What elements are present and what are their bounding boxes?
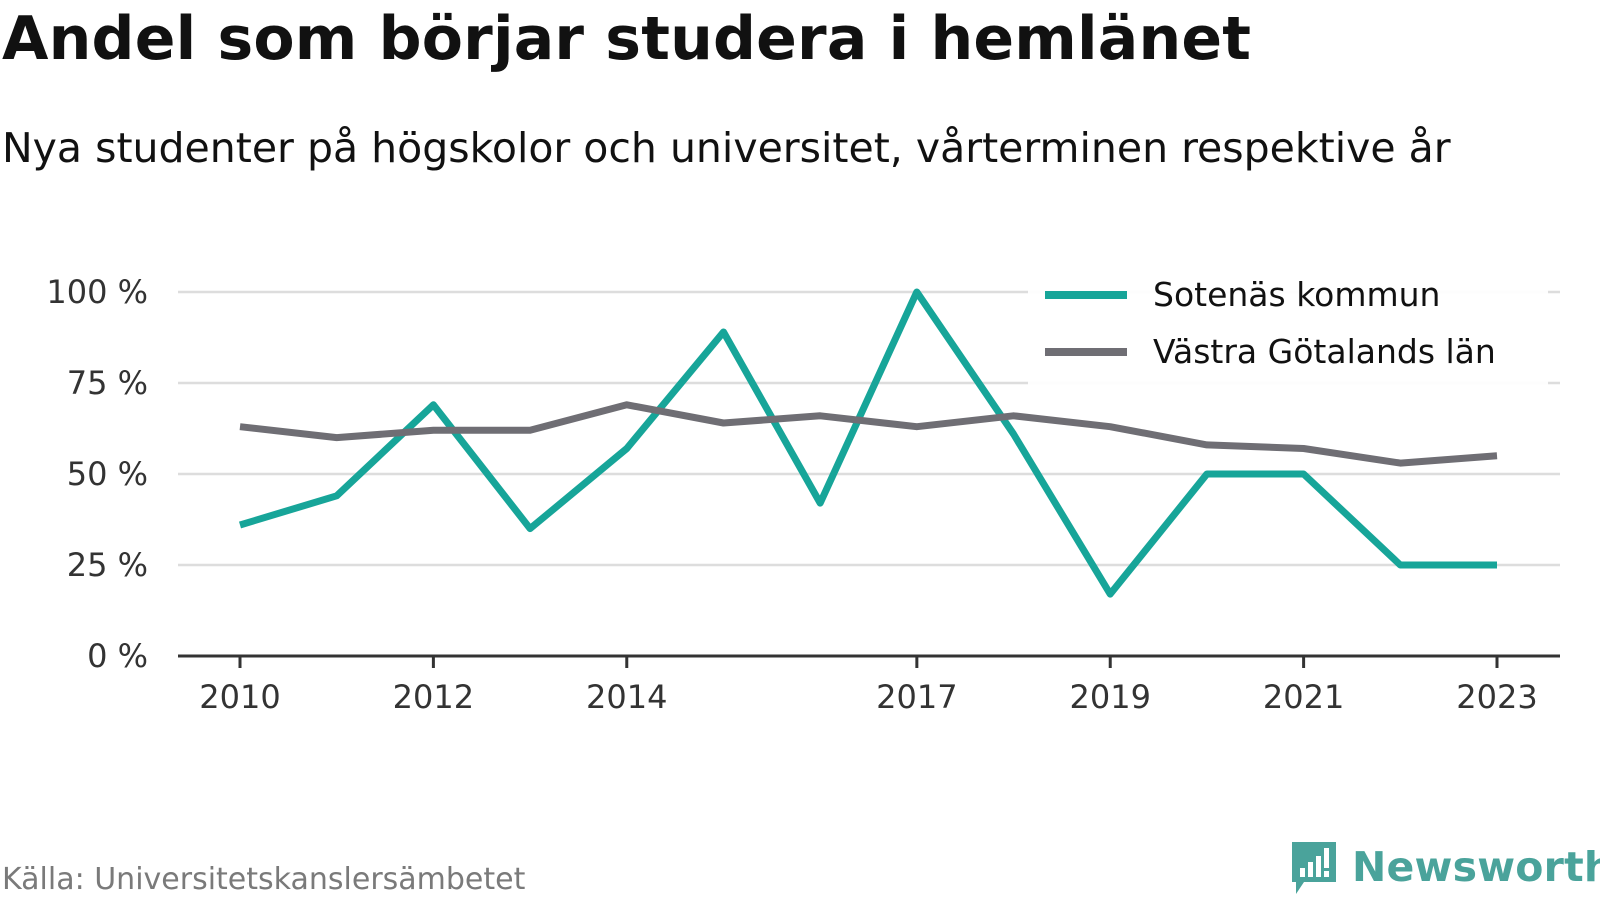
series-line-sotenas — [238, 288, 1497, 598]
chart-subtitle: Nya studenter på högskolor och universit… — [2, 124, 1451, 172]
legend: Sotenäs kommun Västra Götalands län — [1028, 268, 1548, 386]
y-tick-label: 50 % — [67, 455, 148, 493]
y-tick-label: 100 % — [46, 273, 148, 311]
brand-name: Newsworthy — [1352, 843, 1600, 891]
y-tick-label: 75 % — [67, 364, 148, 402]
x-tick-label: 2010 — [199, 678, 280, 716]
source-note: Källa: Universitetskanslersämbetet — [2, 862, 526, 897]
x-tick-label: 2019 — [1070, 678, 1151, 716]
series-lines — [238, 288, 1498, 598]
y-tick-label: 25 % — [67, 546, 148, 584]
chart-title: Andel som börjar studera i hemlänet — [2, 4, 1252, 74]
legend-label: Västra Götalands län — [1153, 332, 1496, 371]
x-tick-label: 2023 — [1456, 678, 1537, 716]
brand-logo: Newsworthy — [1290, 838, 1600, 896]
x-tick-label: 2014 — [586, 678, 667, 716]
x-tick-label: 2021 — [1263, 678, 1344, 716]
newsworthy-icon — [1292, 842, 1336, 894]
axes: 100 % 75 % 50 % 25 % 0 % 2010 2012 2014 2017 2019… — [46, 273, 1560, 716]
x-tick-label: 2012 — [393, 678, 474, 716]
x-tick-label: 2017 — [876, 678, 957, 716]
y-tick-label: 0 % — [87, 637, 148, 675]
legend-label: Sotenäs kommun — [1153, 275, 1440, 314]
series-line-vastra-gotaland — [239, 401, 1498, 467]
legend-background — [1028, 268, 1548, 386]
